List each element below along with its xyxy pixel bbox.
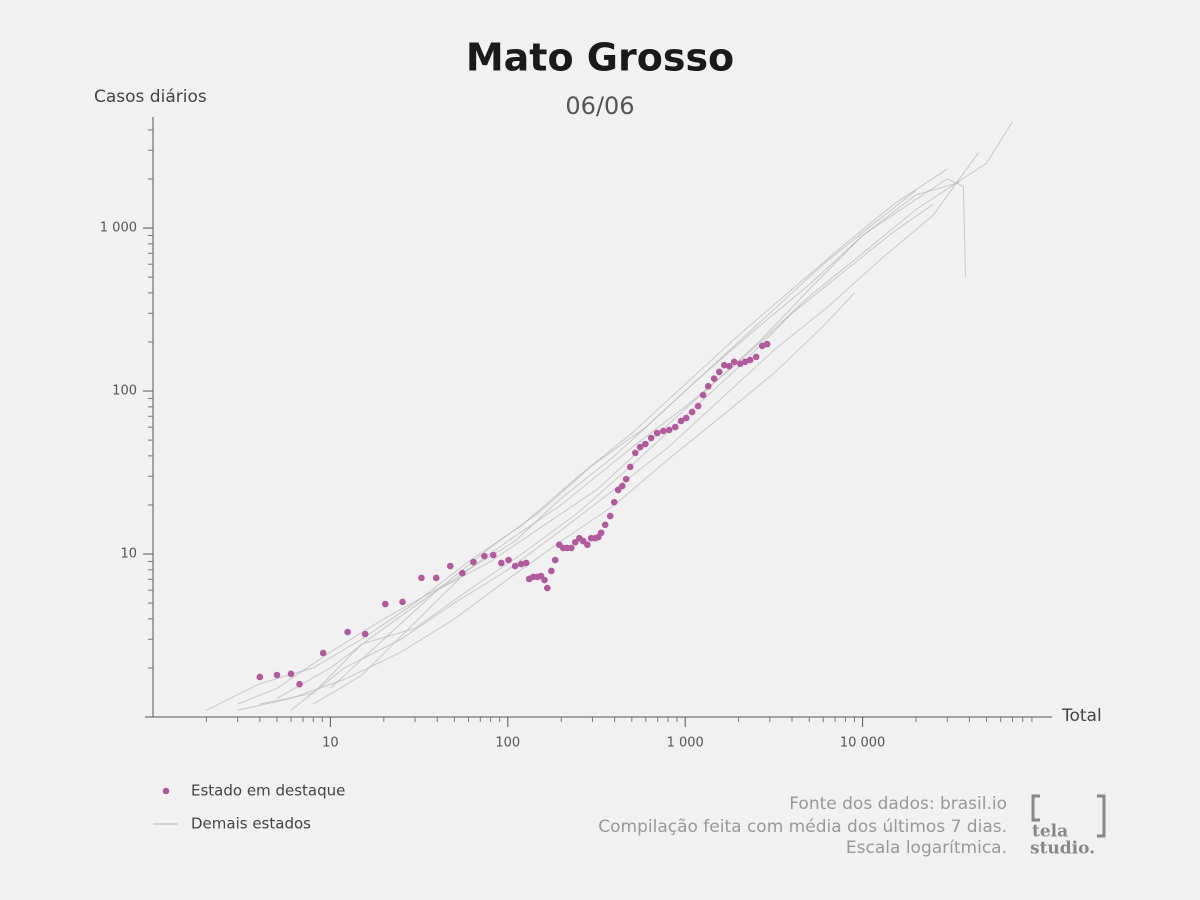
highlight-point	[758, 342, 766, 350]
highlight-point	[725, 362, 733, 370]
highlight-point	[470, 558, 477, 566]
highlight-point	[671, 423, 679, 431]
highlight-point	[736, 360, 744, 368]
highlight-point	[682, 414, 690, 422]
highlight-point	[497, 559, 505, 567]
highlight-point	[653, 429, 661, 437]
highlight-point	[631, 449, 639, 457]
highlight-point	[399, 598, 406, 606]
highlight-point	[273, 671, 281, 679]
other-state-line	[237, 121, 1013, 705]
y-tick-label: 10	[120, 547, 137, 562]
highlight-point	[694, 402, 702, 410]
highlight-point	[517, 560, 525, 568]
other-state-line	[237, 292, 855, 711]
highlight-point	[432, 574, 440, 582]
other-state-line	[206, 168, 948, 711]
highlight-point	[752, 353, 760, 361]
highlight-point	[704, 382, 712, 390]
x-tick-label: 1 000	[667, 736, 704, 751]
highlight-point	[618, 482, 626, 490]
highlight-point	[659, 427, 667, 435]
highlight-point	[567, 544, 575, 552]
highlight-point	[481, 552, 488, 560]
highlight-point	[544, 584, 551, 592]
highlight-point	[344, 628, 351, 636]
highlight-point	[489, 551, 497, 559]
legend-label: Estado em destaque	[191, 782, 345, 800]
other-state-line	[290, 152, 979, 711]
chart-subtitle: 06/06	[565, 92, 634, 120]
highlight-point	[548, 567, 555, 575]
highlight-point	[606, 512, 614, 520]
highlight-point	[551, 556, 559, 564]
logo-text: studio.	[1030, 839, 1095, 859]
highlight-point	[511, 562, 519, 570]
y-tick-label: 1 000	[100, 221, 137, 236]
highlight-point	[710, 375, 718, 383]
highlight-point	[741, 358, 749, 366]
highlight-point	[665, 426, 673, 434]
highlight-point	[597, 529, 605, 537]
highlight-point	[614, 486, 622, 494]
logo-text: tela	[1032, 822, 1068, 842]
other-state-line	[259, 203, 934, 705]
highlight-point	[287, 670, 295, 678]
highlight-point	[610, 498, 618, 506]
x-tick-label: 10	[322, 736, 339, 751]
highlight-point	[446, 562, 454, 570]
highlight-point	[730, 358, 738, 366]
other-state-line	[276, 182, 960, 699]
highlight-point	[458, 569, 466, 577]
note: Escala logarítmica.	[846, 838, 1007, 858]
chart-title: Mato Grosso	[466, 36, 734, 80]
highlight-point	[541, 576, 548, 584]
y-axis-label: Casos diários	[94, 87, 207, 107]
x-axis-label: Total	[1061, 706, 1102, 726]
highlight-point	[584, 541, 591, 549]
note: Fonte dos dados: brasil.io	[789, 794, 1007, 814]
y-tick-label: 100	[112, 384, 137, 399]
highlight-point	[699, 391, 707, 399]
highlight-point	[256, 673, 264, 681]
x-tick-label: 100	[495, 736, 520, 751]
highlight-point	[319, 649, 327, 657]
highlight-point	[626, 463, 634, 471]
highlight-point	[636, 443, 644, 451]
legend-marker	[162, 787, 170, 795]
highlight-point	[688, 408, 696, 416]
highlight-point	[296, 680, 303, 688]
highlight-point	[382, 600, 389, 608]
highlight-point	[647, 434, 655, 442]
highlight-point	[677, 417, 685, 425]
highlight-point	[361, 630, 369, 638]
highlight-point	[746, 356, 754, 364]
highlight-point	[720, 361, 728, 369]
highlight-point	[622, 475, 630, 483]
highlight-point	[642, 440, 649, 448]
note: Compilação feita com média dos últimos 7…	[598, 817, 1007, 837]
highlight-point	[522, 559, 530, 567]
highlight-point	[505, 556, 512, 564]
logo-bracket	[1031, 794, 1106, 838]
x-tick-label: 10 000	[840, 736, 886, 751]
highlight-point	[571, 538, 579, 546]
other-state-line	[330, 178, 966, 689]
highlight-point	[763, 340, 771, 348]
other-state-line	[312, 190, 917, 705]
legend-label: Demais estados	[191, 815, 311, 833]
highlight-point	[715, 368, 723, 376]
highlight-point	[418, 574, 425, 582]
highlight-point	[601, 521, 609, 529]
